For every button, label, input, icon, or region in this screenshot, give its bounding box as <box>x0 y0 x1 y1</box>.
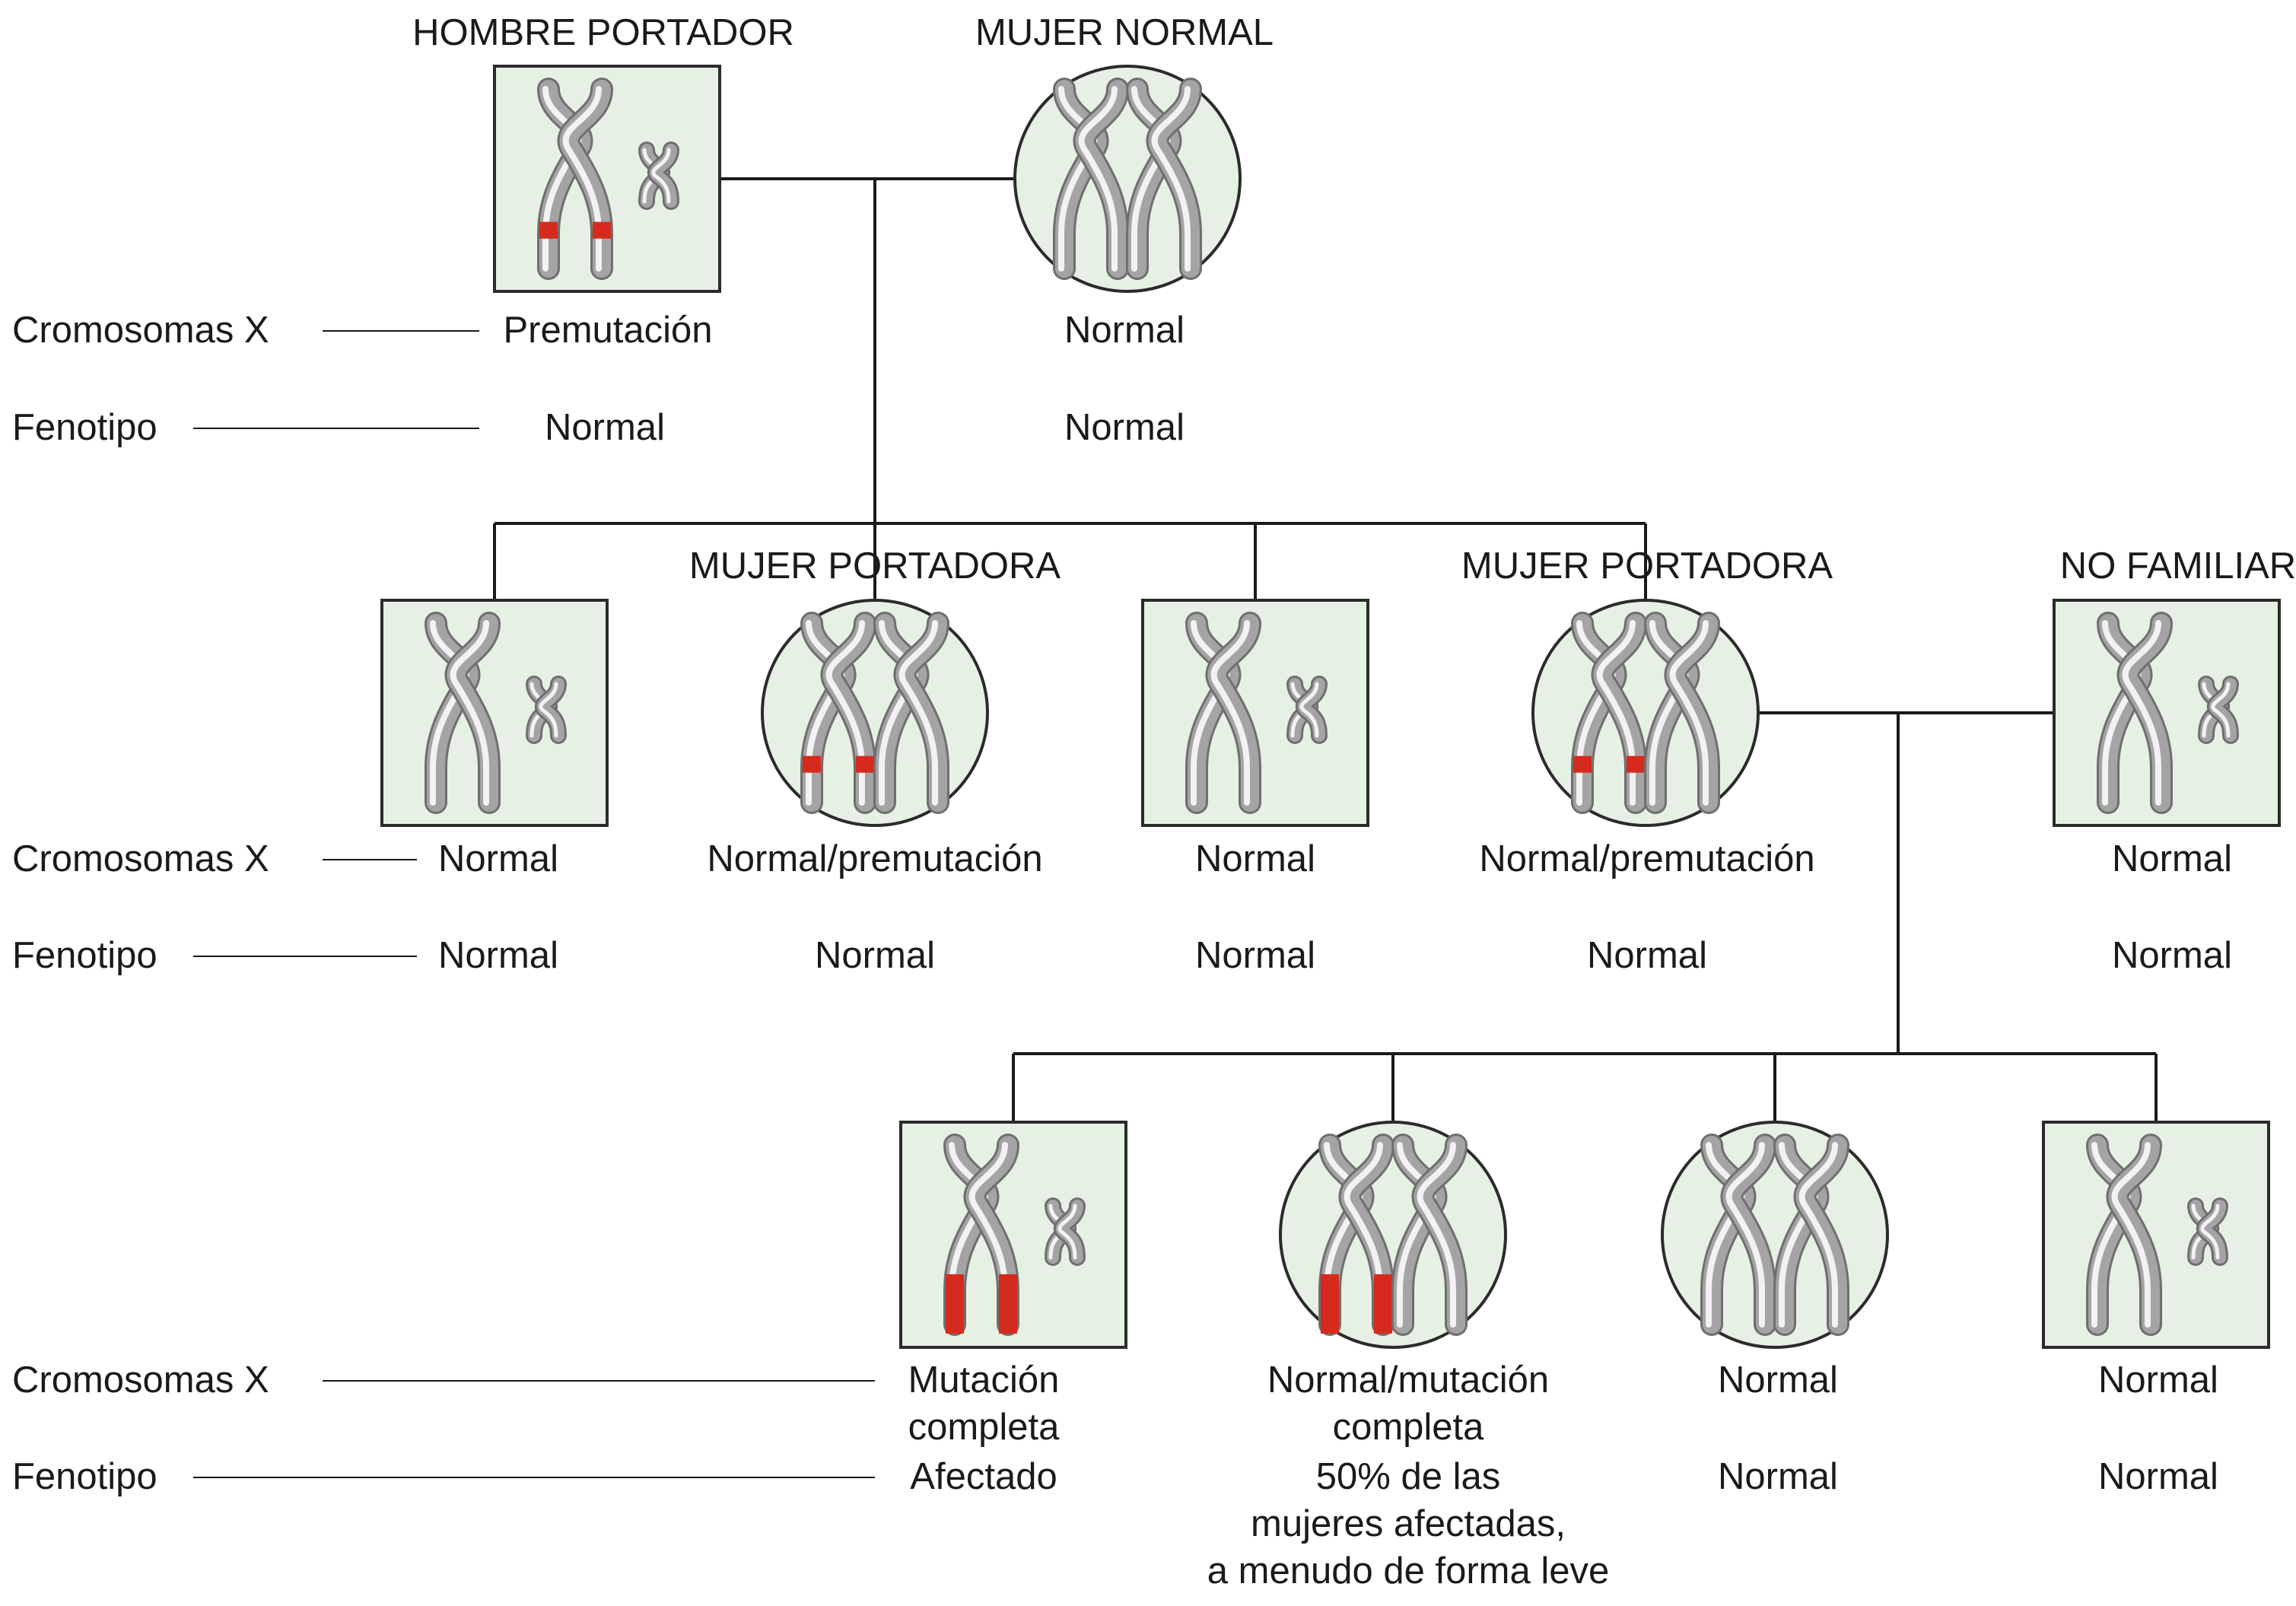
carrier-male-chromosomes: Premutación <box>503 310 713 351</box>
chromatid-highlight <box>825 620 865 806</box>
chromosome-row-label: Cromosomas X <box>12 310 269 351</box>
g3-phenotype-0-line: Afectado <box>910 1456 1057 1497</box>
g2-phenotype-0: Normal <box>438 935 558 976</box>
g3-phenotype-3: Normal <box>1922 1453 2296 1500</box>
chromatid-highlight <box>898 620 938 806</box>
g3-node-2 <box>1661 1121 1889 1349</box>
carrier-male-title: HOMBRE PORTADOR <box>412 12 794 53</box>
chromatid-highlight <box>968 1142 1008 1328</box>
g2-phenotype-4: Normal <box>2112 935 2232 976</box>
g3-chromosomes-2-line: Normal <box>1718 1360 1838 1401</box>
g3-node-1 <box>1279 1121 1507 1349</box>
chromatid-highlight <box>450 620 489 806</box>
chromatid-highlight <box>1210 620 1250 806</box>
g3-chromosomes-1: Normal/mutación completa <box>1172 1356 1644 1451</box>
g3-phenotype-1-line: 50% de las <box>1315 1456 1501 1497</box>
full-mutation-band <box>1374 1274 1392 1334</box>
y-chromatid-highlight <box>539 682 558 738</box>
y-chromatid-highlight <box>1299 682 1319 738</box>
g2-title-1: MUJER PORTADORA <box>688 545 1061 587</box>
y-chromatid-highlight <box>2211 682 2231 738</box>
g2-chromosomes-4: Normal <box>2112 838 2232 879</box>
chromatid-highlight <box>2122 620 2161 806</box>
g3-chromosomes-0-line: completa <box>908 1407 1060 1448</box>
g3-chromosomes-0: Mutación completa <box>748 1356 1220 1451</box>
g2-chromosomes-1: Normal/premutación <box>707 838 1043 879</box>
chromatid-highlight <box>1669 620 1709 806</box>
normal-female-title: MUJER NORMAL <box>975 12 1274 53</box>
g3-phenotype-2: Normal <box>1542 1453 2014 1500</box>
g2-phenotype-2: Normal <box>1195 935 1315 976</box>
g3-phenotype-1-line: mujeres afectadas, <box>1251 1503 1566 1544</box>
carrier-male-node <box>493 65 721 293</box>
g3-chromosomes-3: Normal <box>1922 1356 2296 1404</box>
premutation-band <box>593 221 611 239</box>
normal-female-phenotype: Normal <box>1064 407 1185 448</box>
full-mutation-band <box>1321 1274 1339 1334</box>
g2-chromosomes-3: Normal/premutación <box>1479 838 1815 879</box>
carrier-male-phenotype: Normal <box>545 407 665 448</box>
g3-phenotype-3-line: Normal <box>2098 1456 2218 1497</box>
g3-chromosomes-0-line: Mutación <box>908 1360 1060 1401</box>
normal-female-chromosomes: Normal <box>1064 310 1185 351</box>
chromosome-row-label: Cromosomas X <box>12 1360 269 1401</box>
g3-phenotype-1: 50% de las mujeres afectadas, a menudo de … <box>1172 1453 1644 1595</box>
g2-node-3 <box>1531 599 1760 827</box>
g2-node-2 <box>1141 599 1369 827</box>
y-chromatid-highlight <box>1057 1204 1077 1260</box>
g2-phenotype-1: Normal <box>815 935 935 976</box>
chromatid-highlight <box>1798 1142 1838 1328</box>
g2-node-0 <box>380 599 609 827</box>
g3-node-3 <box>2042 1121 2270 1349</box>
normal-female-node <box>1013 65 1242 293</box>
g2-node-4 <box>2053 599 2281 827</box>
g3-phenotype-0: Afectado <box>748 1453 1220 1500</box>
chromatid-highlight <box>1151 86 1191 272</box>
chromosome-row-label: Cromosomas X <box>12 838 269 879</box>
chromatid-highlight <box>1725 1142 1765 1328</box>
g2-title-3: MUJER PORTADORA <box>1461 545 1833 587</box>
full-mutation-band <box>999 1274 1017 1334</box>
g3-chromosomes-3-line: Normal <box>2098 1360 2218 1401</box>
full-mutation-band <box>946 1274 964 1334</box>
premutation-band <box>1627 755 1645 773</box>
g3-chromosomes-1-line: completa <box>1332 1407 1484 1448</box>
chromatid-highlight <box>1596 620 1636 806</box>
phenotype-row-label: Fenotipo <box>12 407 157 448</box>
g2-chromosomes-0: Normal <box>438 838 558 879</box>
g3-chromosomes-2: Normal <box>1542 1356 2014 1404</box>
y-chromatid-highlight <box>2200 1204 2220 1260</box>
premutation-band <box>856 755 874 773</box>
phenotype-row-label: Fenotipo <box>12 1456 157 1497</box>
g2-phenotype-3: Normal <box>1587 935 1707 976</box>
chromatid-highlight <box>1344 1142 1383 1328</box>
phenotype-row-label: Fenotipo <box>12 935 157 976</box>
premutation-band <box>1573 755 1592 773</box>
g2-title-4: NO FAMILIAR <box>2059 545 2296 587</box>
g3-chromosomes-1-line: Normal/mutación <box>1267 1360 1550 1401</box>
chromatid-highlight <box>1078 86 1118 272</box>
g2-node-1 <box>761 599 989 827</box>
g3-phenotype-1-line: a menudo de forma leve <box>1207 1550 1610 1592</box>
chromatid-highlight <box>562 86 602 272</box>
g2-chromosomes-2: Normal <box>1195 838 1315 879</box>
chromatid-highlight <box>2111 1142 2151 1328</box>
g3-node-0 <box>899 1121 1127 1349</box>
chromatid-highlight <box>1417 1142 1456 1328</box>
g3-phenotype-2-line: Normal <box>1718 1456 1838 1497</box>
y-chromatid-highlight <box>651 148 671 204</box>
premutation-band <box>803 755 821 773</box>
premutation-band <box>539 221 558 239</box>
